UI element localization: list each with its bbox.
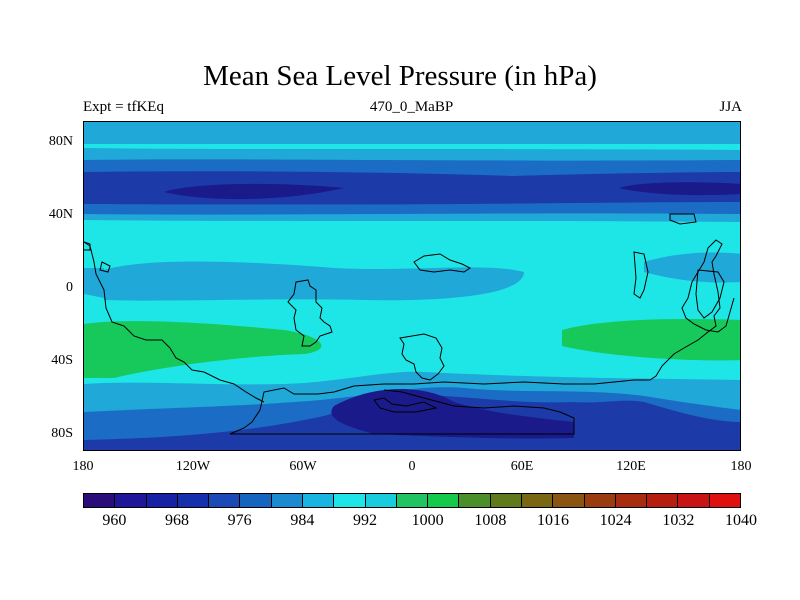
high-south-indian [562, 319, 740, 361]
coast-asia-north [669, 213, 697, 225]
tropic-patch-edge [84, 268, 104, 298]
colorbar-box [240, 494, 272, 507]
colorbar-box [428, 494, 460, 507]
xtick-180e: 180 [730, 459, 752, 474]
ytick-40n: 40N [48, 207, 73, 222]
experiment-label: Expt = tfKEq [83, 99, 164, 115]
chart-title: Mean Sea Level Pressure (in hPa) [203, 60, 597, 92]
ytick-0: 0 [66, 280, 73, 295]
coast-island-west [99, 261, 111, 273]
coast-north-africa [413, 253, 471, 273]
coast-india [633, 251, 649, 299]
colorbar-label: 1024 [599, 512, 632, 529]
colorbar-box [146, 494, 178, 507]
colorbar-box [115, 494, 147, 507]
coastlines [84, 213, 735, 435]
tropic-patch-east [644, 252, 740, 283]
colorbar-box [209, 494, 241, 507]
ytick-40s: 40S [51, 353, 73, 368]
coast-southern-rim [229, 239, 735, 435]
season-label: JJA [719, 99, 742, 115]
colorbar-box [615, 494, 648, 507]
colorbar-box [177, 494, 210, 507]
colorbar-box [365, 494, 397, 507]
colorbar [83, 493, 741, 508]
xtick-180w: 180 [72, 459, 94, 474]
coast-australia [695, 269, 725, 319]
colorbar-box [271, 494, 303, 507]
ytick-80s: 80S [51, 426, 73, 441]
colorbar-box [553, 494, 585, 507]
coast-antarctica [230, 389, 575, 435]
colorbar-box [678, 494, 710, 507]
colorbar-box [709, 494, 740, 507]
xtick-120e: 120E [616, 459, 646, 474]
colorbar-label: 984 [290, 512, 315, 529]
low-north-pacific [164, 183, 344, 200]
colorbar-box [334, 494, 366, 507]
colorbar-box [521, 494, 554, 507]
low-south-atlantic [331, 388, 574, 439]
colorbar-box [584, 494, 616, 507]
coast-south-america [287, 279, 333, 347]
colorbar-label: 1032 [662, 512, 695, 529]
colorbar-label: 1040 [725, 512, 757, 529]
colorbar-box [302, 494, 335, 507]
colorbar-label: 960 [102, 512, 127, 529]
colorbar-label: 1008 [474, 512, 507, 529]
ytick-80n: 80N [48, 134, 73, 149]
colorbar-box [647, 494, 679, 507]
xtick-120w: 120W [175, 459, 211, 474]
high-south-pacific [84, 321, 322, 378]
colorbar-label: 976 [227, 512, 252, 529]
coast-weddell [373, 397, 438, 413]
colorbar-box [84, 494, 116, 507]
colorbar-box [490, 494, 522, 507]
xtick-60e: 60E [510, 459, 534, 474]
colorbar-label: 968 [165, 512, 189, 529]
colorbar-box [459, 494, 491, 507]
colorbar-label: 992 [353, 512, 377, 529]
colorbar-label: 1016 [537, 512, 569, 529]
period-label: 470_0_MaBP [369, 99, 454, 115]
band-north-1 [84, 122, 740, 134]
band-north-2 [84, 134, 740, 144]
coast-edge-west [84, 241, 91, 251]
low-north-asia [619, 182, 740, 196]
coast-africa [399, 333, 445, 381]
coast-americas-west [84, 241, 265, 403]
tropic-patch-west [104, 261, 524, 301]
pressure-map [83, 121, 741, 451]
xtick-0: 0 [408, 459, 416, 474]
colorbar-box [396, 494, 429, 507]
xtick-60w: 60W [289, 459, 317, 474]
pressure-map-svg [84, 122, 740, 450]
colorbar-label: 1000 [411, 512, 444, 529]
